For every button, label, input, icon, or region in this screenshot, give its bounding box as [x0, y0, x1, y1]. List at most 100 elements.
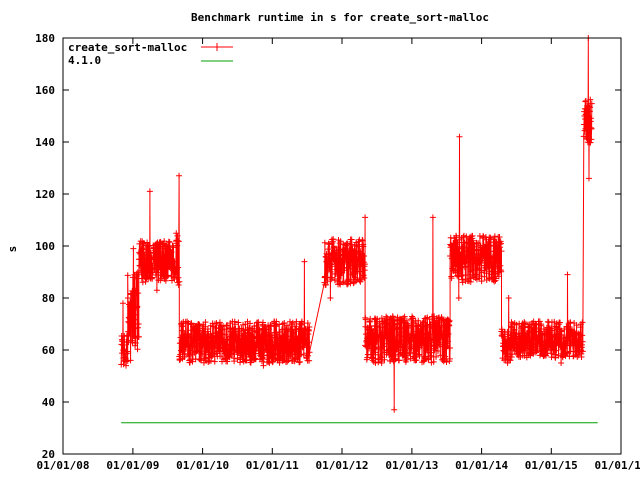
data-point-1322	[413, 357, 420, 364]
data-point-916	[327, 295, 334, 301]
data-point-1215	[390, 317, 397, 324]
data-point-1661	[485, 238, 492, 245]
data-point-869	[302, 326, 309, 333]
data-point-1472	[445, 330, 452, 337]
data-point-1119	[370, 338, 377, 345]
data-point-2130	[585, 175, 592, 182]
data-point-812	[290, 330, 297, 337]
data-point-661	[258, 331, 265, 338]
data-point-1701	[493, 263, 500, 270]
data-point-399	[202, 343, 209, 350]
data-point-1669	[487, 242, 494, 249]
data-point-381	[199, 337, 206, 344]
data-point-89	[137, 262, 144, 269]
data-point-905	[325, 246, 332, 253]
x-axis: 01/01/08 01/01/09 01/01/10 01/01/11 01/01/12…	[37, 38, 640, 472]
data-point-1813	[517, 343, 524, 350]
data-point-1141	[375, 351, 382, 358]
data-point-1543	[460, 234, 467, 241]
data-point-267	[174, 237, 181, 244]
data-point-186	[157, 249, 164, 256]
data-point-668	[260, 319, 267, 326]
data-point-1880	[531, 325, 538, 332]
data-point-1266	[401, 313, 408, 320]
data-point-594	[244, 339, 251, 346]
y-tick-label-8: 180	[35, 32, 55, 45]
legend: create_sort-malloc 4.1.0	[68, 41, 233, 67]
data-point-924	[329, 274, 336, 281]
data-point-761	[279, 320, 286, 327]
data-point-1178	[382, 332, 389, 339]
data-point-614	[248, 344, 255, 351]
data-point-929	[330, 236, 337, 243]
data-point-1218	[391, 333, 398, 340]
data-point-964	[337, 238, 344, 245]
data-point-1305	[409, 314, 416, 321]
data-point-1683	[490, 254, 497, 261]
data-point-246	[170, 244, 177, 251]
data-point-851	[298, 318, 305, 325]
data-point-1961	[549, 327, 556, 334]
data-point-623	[250, 334, 257, 341]
data-point-1431	[436, 324, 443, 331]
data-point-1522	[455, 295, 462, 301]
data-point-410	[205, 359, 212, 366]
data-point-1099	[366, 345, 373, 352]
data-point-959	[336, 280, 343, 287]
data-point-1162	[379, 329, 386, 336]
data-point-199	[160, 273, 167, 280]
data-point-131	[146, 243, 153, 250]
data-point-848	[298, 351, 305, 358]
plot-frame	[62, 37, 622, 455]
data-point-103	[140, 241, 147, 248]
data-point-31	[124, 272, 131, 279]
data-point-2113	[582, 98, 589, 105]
x-tick-label-4: 01/01/12	[316, 459, 369, 472]
data-point-220	[164, 272, 171, 279]
data-point-1502	[451, 251, 458, 258]
data-point-1345	[418, 342, 425, 349]
x-tick-label-2: 01/01/10	[176, 459, 229, 472]
data-point-1159	[378, 315, 385, 322]
y-axis-label: s	[6, 246, 19, 253]
x-tick-label-0: 01/01/08	[37, 459, 90, 472]
data-point-1901	[536, 335, 543, 342]
data-point-28	[124, 350, 131, 357]
data-point-536	[231, 321, 238, 328]
data-point-1708	[495, 252, 502, 259]
data-point-917	[327, 268, 334, 275]
data-point-1912	[538, 338, 545, 345]
y-tick-label-0: 20	[42, 448, 55, 461]
data-point-1032	[352, 265, 359, 272]
data-point-1355	[420, 318, 427, 325]
data-point-1791	[512, 331, 519, 338]
data-point-1137	[374, 315, 381, 322]
data-point-83	[135, 271, 142, 278]
data-point-2036	[565, 323, 572, 330]
data-point-1116	[369, 357, 376, 364]
data-point-1095	[365, 330, 372, 337]
data-point-1692	[492, 270, 499, 277]
data-point-327	[187, 347, 194, 354]
data-point-624	[250, 348, 257, 355]
data-point-76	[134, 346, 141, 353]
data-point-762	[279, 353, 286, 360]
data-point-1478	[446, 317, 453, 324]
data-point-1620	[476, 273, 483, 280]
data-point-1074	[361, 252, 368, 259]
data-point-2102	[579, 332, 586, 339]
data-point-98	[139, 245, 146, 252]
x-tick-label-6: 01/01/14	[455, 459, 508, 472]
data-point-1072	[360, 272, 367, 279]
data-point-1990	[555, 333, 562, 340]
data-point-1971	[551, 318, 558, 325]
data-point-1022	[349, 254, 356, 261]
data-point-2120	[583, 116, 590, 123]
x-tick-label-5: 01/01/13	[385, 459, 438, 472]
data-point-2089	[576, 331, 583, 338]
data-point-1191	[385, 335, 392, 342]
data-point-963	[337, 252, 344, 259]
data-point-447	[213, 338, 220, 345]
data-point-713	[269, 339, 276, 346]
data-point-1276	[403, 356, 410, 363]
